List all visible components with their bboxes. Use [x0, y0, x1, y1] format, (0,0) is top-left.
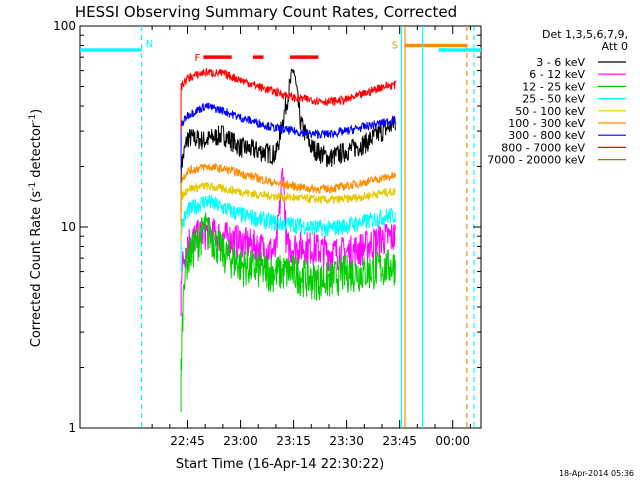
y-axis-label-sup: -1	[28, 114, 38, 123]
legend-title-2: Att 0	[602, 40, 628, 53]
series-line-5	[180, 162, 396, 226]
series-layer	[180, 67, 396, 413]
flag-label-f: F	[195, 53, 201, 64]
series-line-2	[180, 212, 396, 413]
y-tick-label: 10	[61, 220, 76, 234]
y-axis-label-sup: -1	[28, 182, 38, 191]
x-tick-label: 23:15	[276, 434, 311, 448]
series-line-3	[180, 194, 396, 272]
legend-label: 50 - 100 keV	[515, 105, 585, 118]
flag-label-n: N	[146, 39, 153, 50]
y-axis-label-part: )	[29, 109, 44, 114]
footer-date: 18-Apr-2014 05:36	[559, 469, 634, 478]
legend-label: 12 - 25 keV	[522, 80, 585, 93]
series-line-7	[180, 67, 396, 132]
legend-label: 300 - 800 keV	[508, 129, 585, 142]
x-axis-label: Start Time (16-Apr-14 22:30:22)	[176, 457, 384, 472]
legend-label: 25 - 50 keV	[522, 93, 585, 106]
legend-label: 3 - 6 keV	[536, 56, 585, 69]
legend-label: 7000 - 20000 keV	[487, 154, 585, 167]
x-tick-label: 00:00	[435, 434, 470, 448]
x-tick-label: 22:45	[170, 434, 205, 448]
y-axis-label-part: detector	[29, 122, 44, 182]
chart-title: HESSI Observing Summary Count Rates, Cor…	[75, 3, 457, 21]
y-axis-label: Corrected Count Rate (s-1 detector-1)	[28, 109, 44, 347]
x-tick-label: 23:00	[223, 434, 258, 448]
series-line-4	[180, 181, 396, 243]
axes-ticks: 22:45 23:00 23:15 23:30 23:45 00:00 100 10 1	[53, 19, 481, 448]
y-axis-label-part: Corrected Count Rate (s	[29, 191, 44, 348]
y-tick-label: 1	[68, 421, 76, 435]
flag-bars: F S N	[80, 39, 481, 64]
legend-label: 100 - 300 keV	[508, 117, 585, 130]
y-tick-label: 100	[53, 19, 76, 33]
legend-title-1: Det 1,3,5,6,7,9,	[542, 28, 628, 41]
series-line-6	[180, 102, 396, 171]
legend-label: 6 - 12 keV	[529, 68, 585, 81]
legend-label: 800 - 7000 keV	[501, 141, 585, 154]
flag-label-s: S	[392, 40, 398, 51]
x-tick-label: 23:45	[382, 434, 417, 448]
x-tick-label: 23:30	[329, 434, 364, 448]
